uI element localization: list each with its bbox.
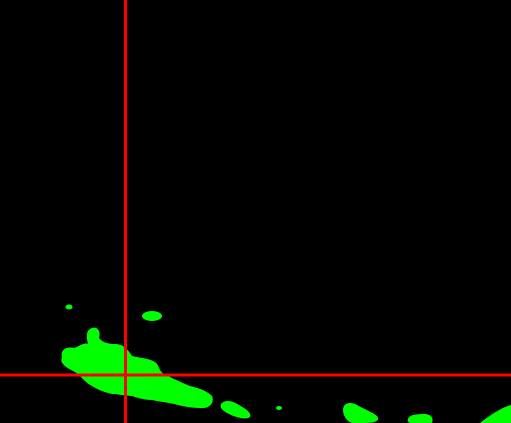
- mask-region-oval-upper: [142, 311, 162, 321]
- segmentation-mask: [61, 304, 511, 423]
- mask-region-main: [61, 327, 213, 409]
- mask-region-edge: [480, 405, 511, 423]
- mask-region-dot-lower: [276, 406, 282, 410]
- mask-region-lower-3: [407, 414, 433, 423]
- mask-region-lower-1: [220, 401, 251, 419]
- mask-region-lower-2: [343, 402, 379, 423]
- mask-region-dot-upper: [65, 304, 73, 310]
